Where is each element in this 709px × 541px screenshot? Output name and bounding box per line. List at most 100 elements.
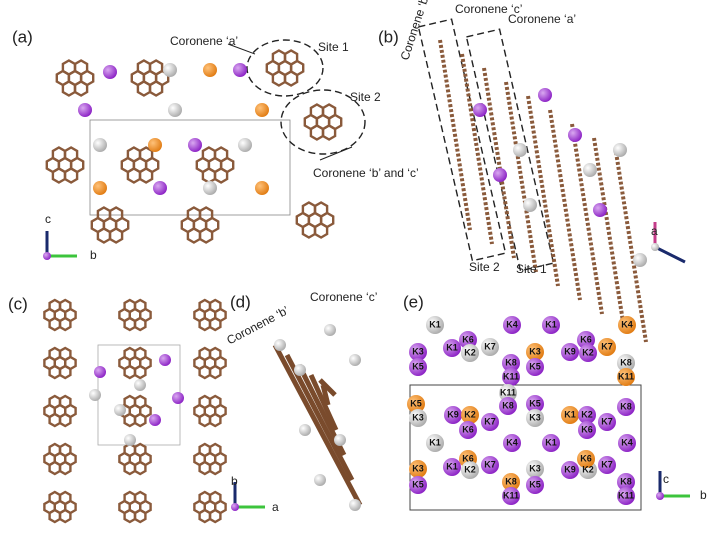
atom-sphere [613, 143, 627, 157]
atom-label: K3 [529, 346, 541, 356]
ring [321, 103, 337, 120]
atom-label: K8 [620, 476, 632, 486]
atom-sphere [148, 138, 162, 152]
atom-sphere [598, 338, 616, 356]
atom-sphere [526, 476, 544, 494]
ring [133, 298, 147, 314]
annotation: Coronene ‘a’ [170, 34, 238, 48]
atom-label: K8 [505, 357, 517, 367]
atom-sphere [255, 103, 269, 117]
atom-label: K1 [564, 409, 576, 419]
atom-label: K2 [464, 464, 476, 474]
axis-arrow [654, 245, 686, 264]
structures [43, 18, 690, 524]
atom-sphere [203, 181, 217, 195]
atom-label: K7 [484, 341, 496, 351]
ring [138, 167, 154, 184]
ring [123, 490, 137, 506]
atom-label: K1 [429, 437, 441, 447]
atom-sphere [238, 138, 252, 152]
ring [198, 298, 212, 314]
atom-sphere [426, 434, 444, 452]
atom-sphere [93, 181, 107, 195]
ring [108, 227, 124, 244]
atom-label: K3 [412, 463, 424, 473]
ring [133, 412, 147, 428]
ring [208, 412, 222, 428]
ring [283, 49, 299, 66]
atom-label: K6 [462, 424, 474, 434]
atom-sphere [409, 476, 427, 494]
atom-sphere [461, 461, 479, 479]
atom-sphere [598, 456, 616, 474]
atom-label: K6 [462, 453, 474, 463]
annotation: Coronene ‘b’ [398, 0, 432, 62]
atom-label: K11 [503, 371, 519, 381]
atom-label: K8 [620, 401, 632, 411]
atom-label: K8 [505, 476, 517, 486]
atom-sphere [577, 450, 595, 468]
atom-sphere [159, 354, 171, 366]
ring [58, 442, 72, 458]
atom-sphere [409, 343, 427, 361]
axis-label: b [231, 474, 238, 488]
atom-label: K5 [410, 398, 422, 408]
atom-label: K9 [564, 464, 576, 474]
ring [208, 316, 222, 332]
atom-sphere [499, 397, 517, 415]
annotation: Site 2 [469, 260, 500, 274]
ring [309, 103, 325, 120]
molecule-edge [308, 373, 339, 432]
atom-label: K6 [581, 424, 593, 434]
ring [301, 201, 317, 218]
arrow [227, 43, 256, 55]
molecule-edge [548, 109, 582, 301]
atom-sphere [578, 421, 596, 439]
ring [201, 146, 217, 163]
atom-label: K2 [582, 464, 594, 474]
atom-sphere [526, 358, 544, 376]
molecule-edge [318, 378, 337, 397]
atom-sphere [617, 398, 635, 416]
atom-label: K2 [582, 347, 594, 357]
ring [58, 460, 72, 476]
atom-label: K5 [529, 398, 541, 408]
molecule-edge [614, 151, 648, 343]
molecule-edge [504, 81, 538, 273]
atom-label: K2 [464, 347, 476, 357]
atom-sphere [114, 404, 126, 416]
ring [198, 490, 212, 506]
atom-sphere [561, 461, 579, 479]
panel-label: (a) [12, 27, 33, 46]
ring [136, 59, 152, 76]
panel-label: (c) [8, 294, 28, 313]
ring [198, 206, 214, 223]
ring [58, 412, 72, 428]
ring [58, 490, 72, 506]
ring [133, 460, 147, 476]
axis-label: a [651, 224, 658, 238]
molecule-edge [320, 384, 331, 406]
ring [51, 146, 67, 163]
molecule-edge [438, 39, 472, 231]
ring [133, 394, 147, 410]
ring [208, 394, 222, 410]
atom-label: K3 [529, 412, 541, 422]
atom-sphere [502, 487, 520, 505]
ring [48, 298, 62, 314]
ring [198, 346, 212, 362]
atom-sphere [481, 338, 499, 356]
unit-cell [89, 119, 291, 216]
atom-sphere [542, 434, 560, 452]
atom-sphere [324, 324, 336, 336]
atom-label: K4 [621, 319, 633, 329]
ring [208, 298, 222, 314]
atom-label: K11 [618, 371, 634, 381]
atom-sphere [89, 389, 101, 401]
atom-sphere [499, 384, 517, 402]
atom-sphere [409, 460, 427, 478]
atom-sphere [443, 458, 461, 476]
atom-sphere [538, 88, 552, 102]
ring [126, 146, 142, 163]
axis-label: b [700, 488, 707, 502]
